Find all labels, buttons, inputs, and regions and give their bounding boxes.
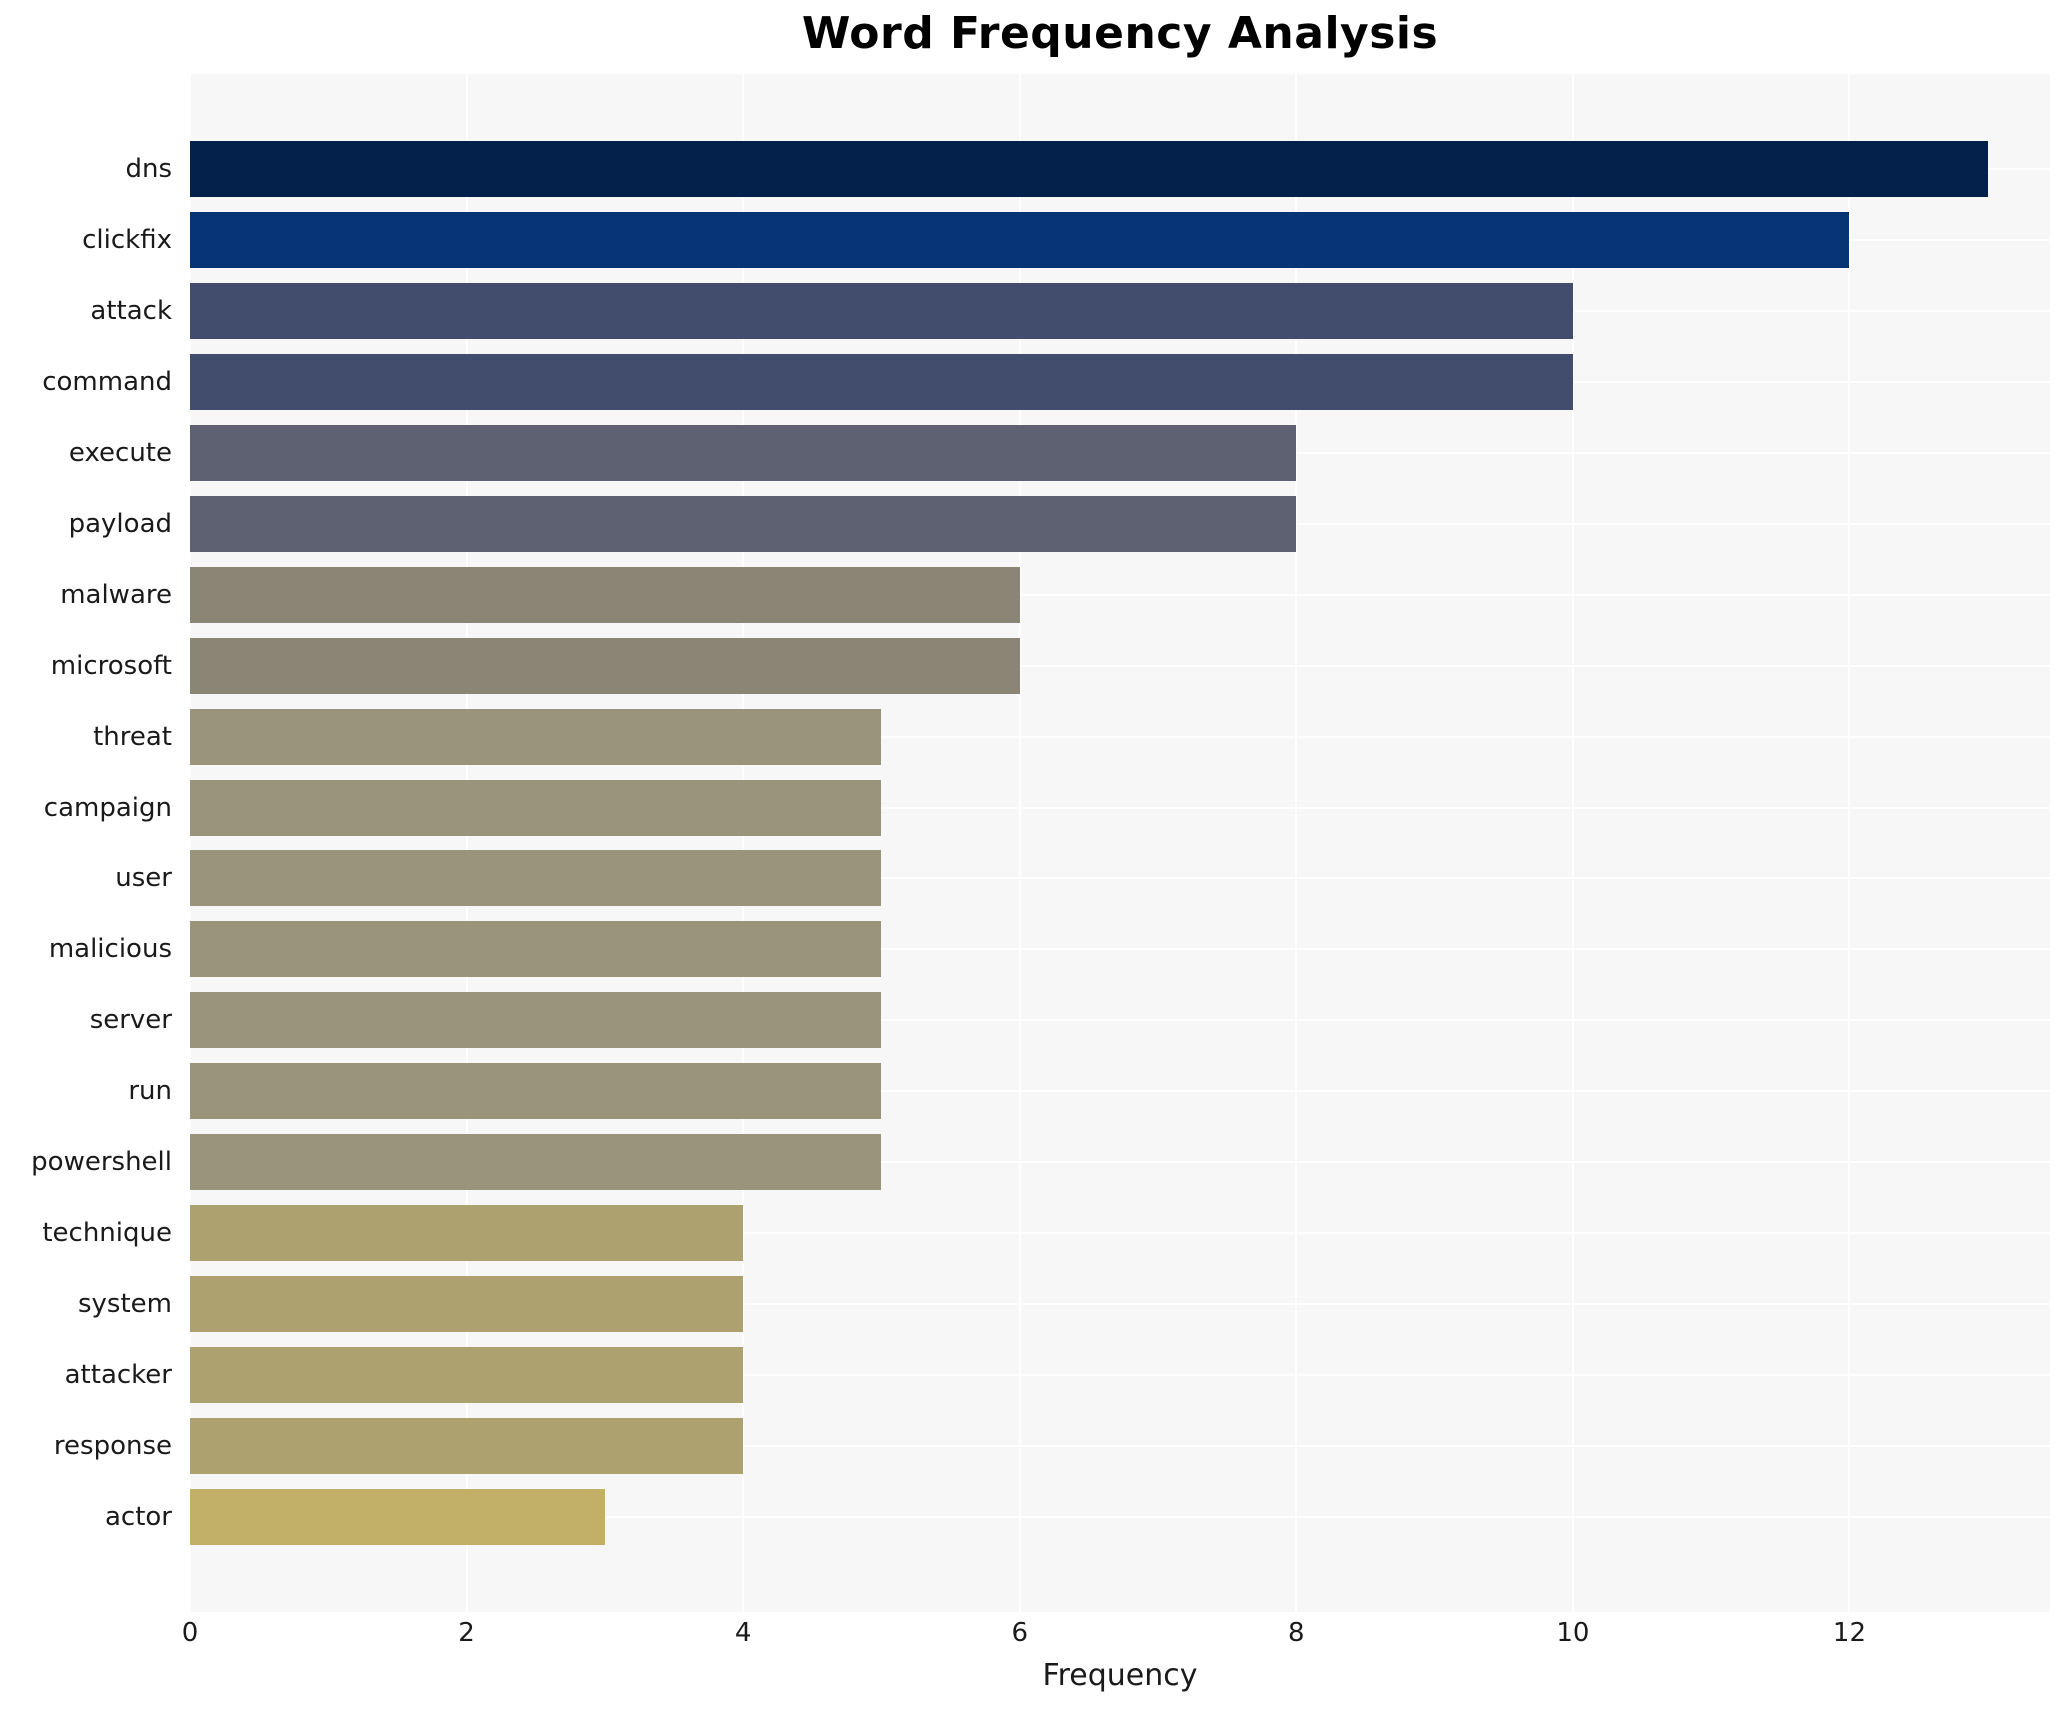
bar-attack xyxy=(190,283,1573,340)
y-tick-label-server: server xyxy=(89,1005,172,1036)
bar-actor xyxy=(190,1488,605,1545)
x-tick-label-2: 2 xyxy=(458,1618,475,1648)
y-axis-tick-labels: dns clickfix attack command execute payload ma… xyxy=(0,74,172,1612)
y-gridline-attacker xyxy=(190,1373,2050,1376)
chart-title: Word Frequency Analysis xyxy=(801,8,1439,59)
bar-threat xyxy=(190,708,882,765)
bar-malware xyxy=(190,566,1020,623)
y-gridline-response xyxy=(190,1444,2050,1447)
x-gridline-8 xyxy=(1295,74,1298,1612)
x-gridline-2 xyxy=(465,74,468,1612)
y-tick-label-clickfix: clickfix xyxy=(82,225,172,256)
x-gridline-12 xyxy=(1848,74,1851,1612)
y-gridline-powershell xyxy=(190,1161,2050,1164)
y-gridline-malware xyxy=(190,593,2050,596)
y-gridline-malicious xyxy=(190,948,2050,951)
bar-campaign xyxy=(190,779,882,836)
x-tick-label-10: 10 xyxy=(1556,1618,1590,1648)
bar-clickfix xyxy=(190,212,1850,269)
x-tick-label-4: 4 xyxy=(734,1618,752,1648)
bar-user xyxy=(190,850,882,907)
y-tick-label-payload: payload xyxy=(68,508,172,539)
x-axis-title: Frequency xyxy=(1042,1658,1198,1693)
y-gridline-server xyxy=(190,1019,2050,1022)
y-tick-label-powershell: powershell xyxy=(31,1147,172,1178)
bar-attacker xyxy=(190,1346,744,1403)
y-gridline-threat xyxy=(190,735,2050,738)
y-gridline-campaign xyxy=(190,806,2050,809)
y-gridline-technique xyxy=(190,1231,2050,1234)
y-tick-label-command: command xyxy=(42,367,172,398)
x-gridline-0 xyxy=(189,74,191,1612)
plot-area xyxy=(189,74,2050,1612)
y-tick-label-attacker: attacker xyxy=(64,1359,172,1390)
x-gridline-6 xyxy=(1018,74,1021,1612)
bar-technique xyxy=(190,1204,744,1261)
y-gridline-user xyxy=(190,877,2050,880)
y-gridline-actor xyxy=(190,1515,2050,1518)
x-tick-label-0: 0 xyxy=(181,1618,199,1648)
bar-run xyxy=(190,1063,882,1120)
bar-system xyxy=(190,1275,744,1332)
y-tick-label-campaign: campaign xyxy=(43,792,172,823)
y-gridline-run xyxy=(190,1090,2050,1093)
y-tick-label-actor: actor xyxy=(104,1501,172,1532)
bar-execute xyxy=(190,425,1297,482)
y-tick-label-threat: threat xyxy=(93,721,172,752)
y-tick-label-execute: execute xyxy=(68,438,172,469)
bar-powershell xyxy=(190,1134,882,1191)
y-tick-label-technique: technique xyxy=(42,1217,172,1248)
x-tick-label-12: 12 xyxy=(1832,1618,1867,1648)
y-tick-label-user: user xyxy=(115,863,172,894)
x-tick-label-6: 6 xyxy=(1011,1618,1029,1648)
x-gridline-4 xyxy=(742,74,745,1612)
x-axis-tick-labels: 0 2 4 6 8 10 12 xyxy=(0,1618,2069,1658)
y-tick-label-response: response xyxy=(53,1430,172,1461)
y-tick-label-system: system xyxy=(78,1288,172,1319)
bar-response xyxy=(190,1417,744,1474)
y-gridline-system xyxy=(190,1302,2050,1305)
y-gridline-microsoft xyxy=(190,664,2050,667)
y-tick-label-dns: dns xyxy=(125,154,172,185)
bar-command xyxy=(190,354,1573,411)
bar-dns xyxy=(190,141,1988,198)
bar-microsoft xyxy=(190,637,1020,694)
y-tick-label-malware: malware xyxy=(60,579,172,610)
bar-server xyxy=(190,992,882,1049)
y-tick-label-malicious: malicious xyxy=(48,934,172,965)
bar-malicious xyxy=(190,921,882,978)
y-tick-label-microsoft: microsoft xyxy=(50,650,172,681)
bar-payload xyxy=(190,495,1297,552)
x-tick-label-8: 8 xyxy=(1288,1618,1305,1648)
y-tick-label-run: run xyxy=(128,1076,172,1107)
x-gridline-10 xyxy=(1571,74,1574,1612)
y-tick-label-attack: attack xyxy=(90,296,172,327)
